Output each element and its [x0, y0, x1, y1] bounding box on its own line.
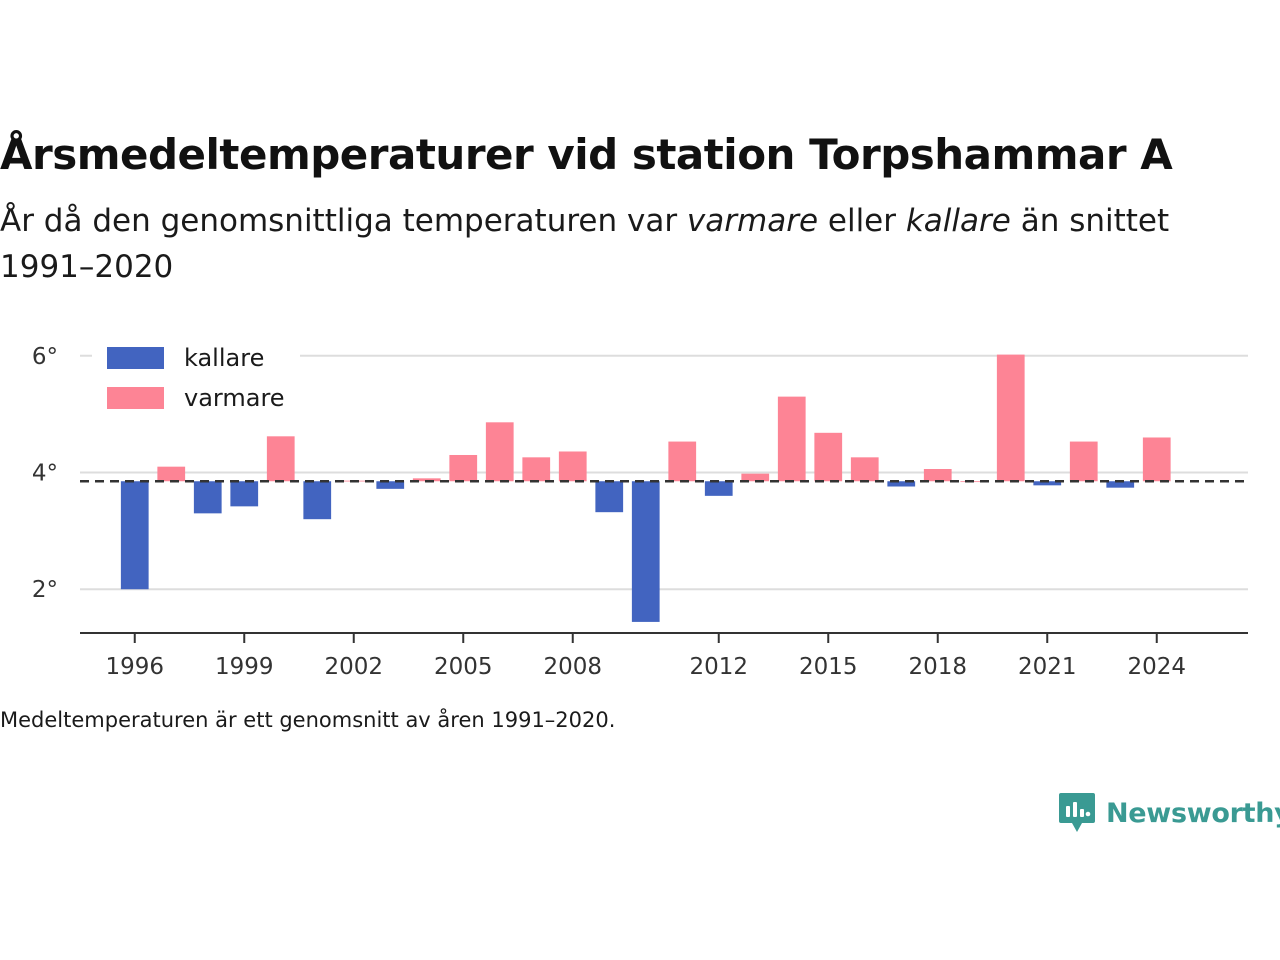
bar-2018 — [923, 468, 952, 482]
subtitle-text-2: eller — [818, 203, 906, 239]
legend-swatch-kallare — [107, 347, 164, 369]
bars — [120, 354, 1171, 622]
x-tick-label-2005: 2005 — [434, 654, 493, 680]
chart-title: Årsmedeltemperaturer vid station Torpsha… — [0, 130, 1173, 179]
subtitle-cold-word: kallare — [905, 203, 1011, 239]
legend-label-kallare: kallare — [184, 344, 264, 372]
legend-swatch-varmare — [107, 387, 164, 409]
subtitle-warm-word: varmare — [686, 203, 819, 239]
bar-1998 — [193, 481, 222, 514]
bar-2001 — [303, 481, 332, 520]
bar-1999 — [230, 481, 259, 507]
bar-2013 — [741, 473, 770, 482]
bar-2012 — [704, 481, 733, 496]
bar-2019 — [960, 481, 989, 483]
x-tick-label-2012: 2012 — [689, 654, 748, 680]
x-tick-label-2018: 2018 — [908, 654, 967, 680]
bar-chart: 2° 4° 6° 1996 1999 2002 2005 2008 2012 2015 2018 2… — [31, 334, 1248, 680]
bar-2024 — [1142, 437, 1171, 482]
subtitle-text-3: än snittet 1991–2020 — [0, 203, 1170, 285]
bar-2000 — [266, 436, 295, 482]
newsworthy-logo-icon — [1059, 793, 1095, 832]
bar-1996 — [120, 481, 149, 590]
x-axis: 1996 1999 2002 2005 2008 2012 2015 2018 2021 2024 — [80, 632, 1248, 680]
x-tick-label-2002: 2002 — [324, 654, 383, 680]
bar-2020 — [996, 354, 1025, 482]
x-tick-label-2021: 2021 — [1018, 654, 1077, 680]
chart-subtitle: År då den genomsnittliga temperaturen va… — [0, 198, 1200, 290]
bar-2009 — [595, 481, 624, 513]
bar-2017 — [887, 481, 916, 487]
brand-name: Newsworthy — [1106, 797, 1280, 829]
x-tick-label-1999: 1999 — [215, 654, 274, 680]
bar-2004 — [412, 478, 441, 482]
bar-2015 — [814, 432, 843, 482]
bar-2008 — [558, 451, 587, 482]
bar-2021 — [1033, 481, 1062, 486]
bar-2011 — [668, 441, 697, 482]
y-tick-label-6: 6° — [32, 344, 58, 370]
legend-label-varmare: varmare — [184, 384, 285, 412]
bar-2005 — [449, 454, 478, 482]
x-tick-label-2024: 2024 — [1127, 654, 1186, 680]
bar-2023 — [1106, 481, 1135, 488]
x-tick-label-1996: 1996 — [105, 654, 164, 680]
y-tick-label-2: 2° — [32, 577, 58, 603]
bar-2006 — [485, 422, 514, 482]
chart-footnote: Medeltemperaturen är ett genomsnitt av å… — [0, 708, 616, 732]
brand-logo: Newsworthy — [1058, 790, 1280, 836]
y-axis-ticks: 2° 4° 6° — [32, 344, 58, 603]
bar-1997 — [157, 466, 186, 482]
y-tick-label-4: 4° — [32, 461, 58, 487]
bar-2016 — [850, 457, 879, 482]
bar-2003 — [376, 481, 405, 489]
bar-2007 — [522, 457, 551, 482]
subtitle-text-1: År då den genomsnittliga temperaturen va… — [0, 203, 687, 239]
bar-2022 — [1069, 441, 1098, 482]
x-tick-label-2015: 2015 — [799, 654, 858, 680]
x-tick-label-2008: 2008 — [543, 654, 602, 680]
bar-2010 — [631, 481, 660, 622]
legend: kallare varmare — [92, 334, 300, 418]
bar-2014 — [777, 396, 806, 482]
